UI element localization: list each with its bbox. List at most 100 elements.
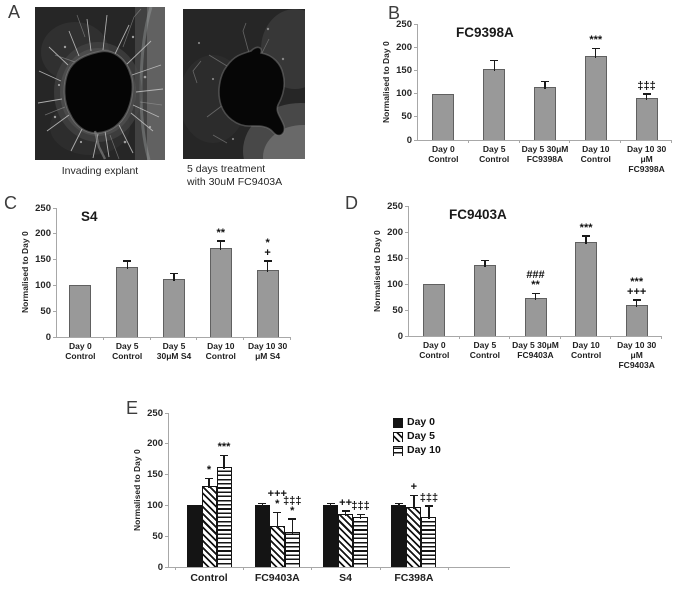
- x-axis-tick-mark: [196, 337, 198, 340]
- x-axis-category-label: Day 5 30μM FC9398A: [521, 144, 569, 164]
- y-axis-tick-mark: [405, 283, 409, 285]
- bar: [116, 267, 139, 337]
- x-axis-category-label: Day 5 30μM S4: [156, 341, 192, 361]
- x-axis-category-label: Day 10 30 μM FC9403A: [617, 340, 657, 370]
- x-axis-category-label: Day 10 Control: [570, 340, 602, 360]
- error-bar-cap: [541, 80, 549, 82]
- significance-annotation: ++: [339, 496, 353, 509]
- error-bar: [266, 261, 269, 272]
- bar: [473, 265, 496, 336]
- chart-fc9398a: FC9398A Normalised to Day 0 0 50 100 150 200…: [381, 19, 672, 174]
- error-bar-cap: [263, 260, 272, 262]
- y-axis-tick-mark: [165, 412, 169, 414]
- chart-fc9398a-title: FC9398A: [456, 25, 514, 40]
- y-axis-tick-label: 50: [401, 111, 412, 123]
- significance-annotation: +: [410, 481, 418, 494]
- x-axis-category-label: FC9403A: [254, 572, 300, 584]
- y-axis-tick-mark: [53, 259, 57, 261]
- error-bar: [173, 274, 175, 281]
- chart-fc9403a: FC9403A Normalised to Day 0 0 50 100 150 200…: [372, 201, 662, 370]
- significance-annotation: ‡‡‡ *: [283, 494, 302, 517]
- caption-treated-explant: 5 days treatment with 30uM FC9403A: [187, 163, 282, 189]
- error-bar-cap: [170, 272, 178, 275]
- error-bar-cap: [123, 260, 132, 262]
- error-bar: [595, 49, 597, 59]
- y-axis-tick-mark: [53, 207, 57, 209]
- chart-summary-grouped: Normalised to Day 0 Day 0 Day 5 Day 10 0…: [132, 408, 510, 583]
- y-axis-tick-label: 250: [147, 407, 163, 419]
- x-axis-category-label: FC398A: [394, 572, 434, 584]
- y-axis-tick-label: 100: [35, 279, 51, 291]
- error-bar: [645, 94, 648, 101]
- significance-annotation: **: [216, 226, 226, 239]
- y-axis-tick-label: 150: [35, 254, 51, 266]
- explant-micrograph-untreated: [35, 7, 165, 160]
- y-axis-tick-mark: [53, 284, 57, 286]
- x-axis-category-label: Day 0 Control: [65, 341, 96, 361]
- y-axis-tick-label: 0: [406, 134, 412, 146]
- x-axis-tick-mark: [467, 140, 469, 143]
- bar: [216, 467, 232, 567]
- error-bar-cap: [288, 518, 297, 520]
- significance-annotation: *** +++: [627, 275, 647, 298]
- caption-treated-line2: with 30uM FC9403A: [187, 176, 283, 188]
- x-axis-tick-mark: [518, 140, 520, 143]
- bar: [256, 269, 279, 337]
- bar: [534, 86, 556, 140]
- error-bar: [220, 241, 222, 251]
- bar: [524, 297, 547, 336]
- legend-day0-label: Day 0: [407, 416, 436, 428]
- y-axis-tick-mark: [414, 116, 418, 118]
- error-bar-cap: [220, 454, 228, 457]
- error-bar: [223, 456, 225, 470]
- error-bar-cap: [326, 502, 335, 505]
- caption-invading-explant: Invading explant: [61, 165, 139, 177]
- chart-s4: S4 Normalised to Day 0 0 50 100 150 200 250 Da…: [20, 203, 291, 361]
- y-axis-tick-label: 150: [387, 252, 403, 264]
- bar: [69, 285, 92, 337]
- panel-c-label: C: [4, 193, 17, 213]
- bar: [353, 517, 369, 567]
- y-axis-tick-label: 200: [147, 438, 163, 450]
- error-bar: [484, 261, 486, 268]
- x-axis-tick-mark: [149, 337, 151, 340]
- y-axis-tick-label: 100: [396, 88, 412, 100]
- y-axis-tick-label: 0: [157, 561, 163, 573]
- error-bar-cap: [216, 240, 225, 242]
- y-axis-tick-label: 0: [45, 331, 51, 343]
- significance-annotation: ‡‡‡: [419, 491, 439, 504]
- invading-explant-image: [35, 7, 165, 160]
- y-axis-tick-mark: [414, 23, 418, 25]
- x-axis-category-label: Day 10 30 μM S4: [247, 341, 288, 361]
- y-axis-tick-mark: [53, 336, 57, 338]
- y-axis-tick-mark: [165, 474, 169, 476]
- chart-fc9403a-title: FC9403A: [449, 207, 507, 222]
- y-axis-tick-mark: [414, 69, 418, 71]
- x-axis-category-label: S4: [339, 572, 353, 584]
- x-axis-category-label: Day 5 Control: [112, 341, 143, 361]
- bar: [284, 531, 300, 567]
- error-bar-cap: [480, 259, 489, 262]
- panel-b-label: B: [388, 3, 401, 23]
- legend-entry-day0: Day 0: [393, 417, 441, 428]
- y-axis-tick-label: 50: [40, 305, 51, 317]
- error-bar-cap: [409, 494, 418, 497]
- significance-annotation: +++ *: [267, 488, 287, 511]
- bar: [338, 514, 354, 567]
- error-bar: [276, 513, 278, 529]
- error-bar: [329, 504, 332, 508]
- significance-annotation: ### **: [526, 268, 545, 291]
- panel-d-label: D: [345, 193, 358, 213]
- y-axis-tick-mark: [53, 233, 57, 235]
- significance-annotation: ***: [217, 441, 231, 454]
- y-axis-tick-mark: [405, 335, 409, 337]
- x-axis-tick-mark: [448, 567, 450, 570]
- x-axis-category-label: Day 10 Control: [580, 144, 611, 164]
- x-axis-tick-mark: [379, 567, 381, 570]
- bar: [201, 485, 217, 567]
- x-axis-tick-mark: [102, 337, 104, 340]
- y-axis-tick-mark: [165, 535, 169, 537]
- error-bar-cap: [531, 292, 540, 294]
- y-axis-tick-mark: [53, 310, 57, 312]
- bar: [209, 248, 232, 337]
